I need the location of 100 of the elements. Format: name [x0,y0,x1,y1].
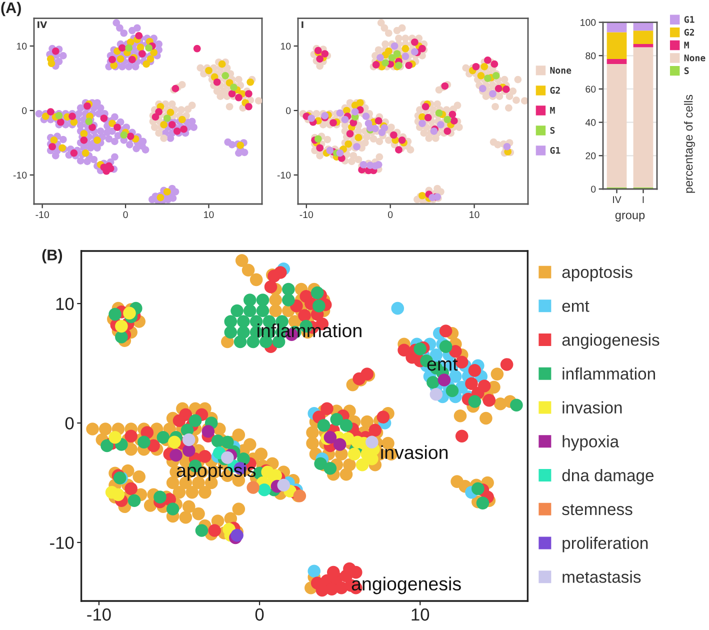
point [411,38,418,46]
y-tick-label: 80 [586,52,596,60]
point [196,64,204,72]
y-tick-label: 10 [16,42,27,50]
point [52,48,60,55]
point [168,100,176,108]
x-tick-label: 10 [470,211,480,218]
point [449,370,462,383]
point [163,114,171,122]
y-tick-label: 40 [585,119,596,126]
point [430,388,443,401]
point [114,48,121,55]
point [80,136,88,144]
y-tick-label: -10 [277,172,291,179]
point [308,114,316,122]
point [435,109,443,117]
legend-label: S [684,67,689,74]
legend-label: stemness [562,504,632,516]
y-tick-label: -10 [13,172,27,179]
point [393,50,401,58]
point [213,78,221,86]
point [314,135,322,143]
point [348,448,361,460]
point [235,94,242,102]
point [490,60,498,68]
point [444,116,452,124]
point [374,117,382,124]
point [388,54,396,62]
point [178,81,186,88]
legend-label: emt [562,300,590,312]
y-tick-label: 0 [65,417,74,430]
legend-label: M [684,42,689,48]
point [150,48,158,56]
legend-label: metastasis [562,570,641,583]
point [350,119,358,126]
y-tick-label: 60 [586,86,596,93]
legend-label: M [550,107,555,114]
point [152,113,160,121]
annotation: emt [427,358,458,371]
x-tick-label: 0 [388,211,393,218]
point [116,55,124,63]
bar [633,44,654,48]
point [236,142,244,149]
point [444,127,452,135]
point [333,438,346,451]
point [48,60,56,68]
chart-title: IV [38,21,48,28]
point [336,109,344,117]
point [178,116,186,124]
point [391,302,404,315]
point [418,120,426,128]
point [374,160,382,168]
point [372,124,379,132]
point [168,436,181,449]
point [163,188,171,196]
point [422,102,430,110]
point [366,436,378,449]
point [216,92,224,100]
point [108,430,122,444]
point [142,60,150,68]
point [80,130,88,138]
point [245,90,252,98]
point [362,112,370,120]
point [230,528,244,542]
point [258,484,271,496]
point [395,146,402,154]
x-tick-label: 10 [204,211,214,218]
legend-label: angiogenesis [562,334,660,350]
point [218,60,226,68]
point [205,66,212,74]
legend-label: G2 [684,28,694,36]
legend-label: G2 [550,86,560,94]
bar [633,30,654,44]
legend-label: S [550,126,555,134]
point [50,136,58,144]
x-axis-title: group [615,212,645,222]
point [450,117,458,124]
point [136,44,144,51]
point [120,131,128,139]
point [193,44,201,52]
point [390,42,398,50]
legend-label: G1 [684,16,694,23]
x-tick-label: -10 [36,211,49,218]
legend-label: dna damage [562,469,654,485]
legend-label: apoptosis [562,266,632,282]
bar [606,64,627,188]
x-tick-label: -10 [87,608,111,621]
point [372,61,380,68]
point [226,102,234,110]
point [405,62,412,70]
point [246,481,260,494]
annotation: inflammation [258,323,362,338]
point [344,140,352,148]
point [146,55,154,63]
point [478,84,486,92]
point [424,114,432,122]
point [472,62,480,70]
point [246,78,254,86]
x-tick-label: 10 [412,608,430,621]
point [324,430,337,444]
